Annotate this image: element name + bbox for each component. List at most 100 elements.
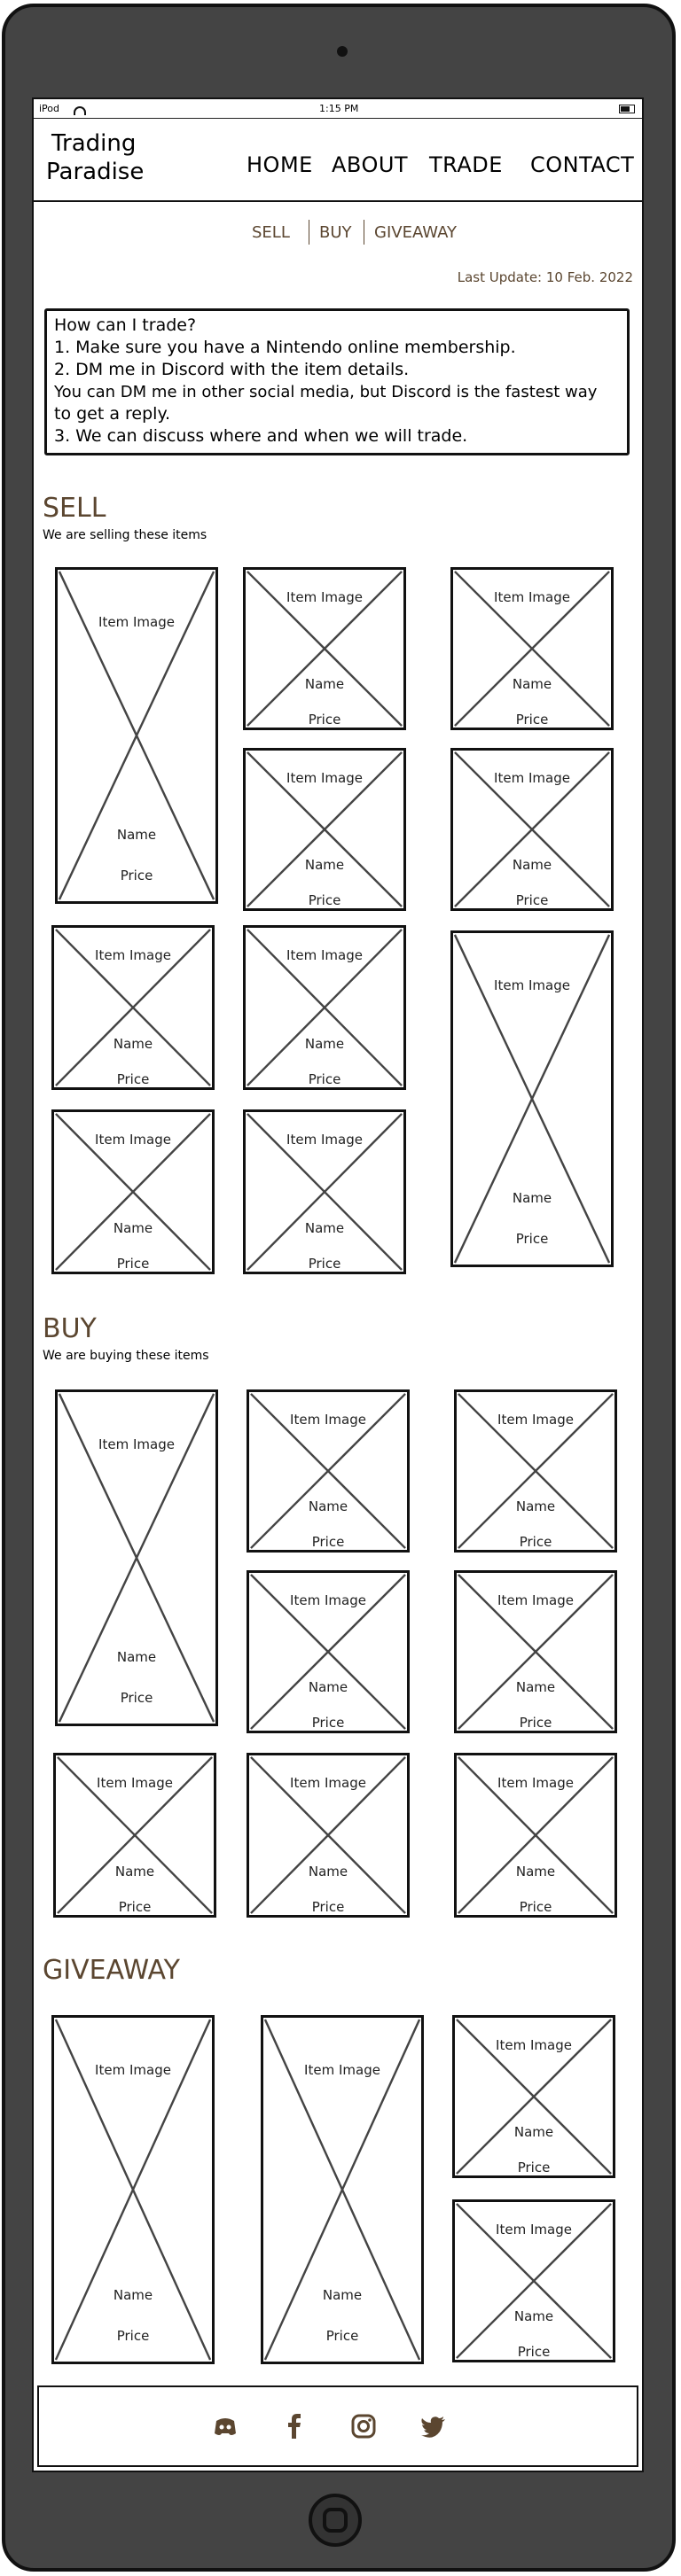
buy-subtitle: We are buying these items bbox=[43, 1349, 209, 1363]
item-card[interactable]: Item Image Name Price bbox=[51, 925, 215, 1090]
status-time: 1:15 PM bbox=[319, 103, 359, 114]
battery-icon bbox=[619, 105, 635, 113]
item-image-label: Item Image bbox=[494, 589, 570, 605]
item-card[interactable]: Item Image Name Price bbox=[452, 2015, 615, 2178]
item-image-label: Item Image bbox=[98, 614, 175, 630]
item-image-label: Item Image bbox=[95, 1132, 171, 1148]
subnav-buy[interactable]: BUY bbox=[319, 223, 352, 242]
item-name-label: Name bbox=[513, 2308, 554, 2324]
item-name-label: Name bbox=[308, 1498, 348, 1514]
item-card[interactable]: Item Image Name Price bbox=[450, 567, 614, 730]
giveaway-title: GIVEAWAY bbox=[43, 1955, 180, 1986]
facebook-icon[interactable] bbox=[280, 2412, 309, 2440]
item-card[interactable]: Item Image Name Price bbox=[243, 1109, 406, 1274]
image-placeholder-icon bbox=[456, 2019, 612, 2175]
item-image-label: Item Image bbox=[286, 1132, 363, 1148]
item-name-label: Name bbox=[116, 827, 157, 843]
item-image-label: Item Image bbox=[286, 770, 363, 786]
item-price-label: Price bbox=[116, 1071, 150, 1087]
item-card[interactable]: Item Image Name Price bbox=[247, 1570, 410, 1733]
nav-home[interactable]: HOME bbox=[247, 152, 313, 177]
item-image-label: Item Image bbox=[497, 1412, 574, 1428]
item-card[interactable]: Item Image Name Price bbox=[452, 2199, 615, 2362]
item-card[interactable]: Item Image Name Price bbox=[454, 1753, 617, 1918]
item-price-label: Price bbox=[311, 1715, 345, 1731]
item-price-label: Price bbox=[118, 1899, 152, 1915]
nav-contact[interactable]: CONTACT bbox=[530, 152, 635, 177]
info-line: How can I trade? bbox=[54, 315, 197, 335]
item-name-label: Name bbox=[308, 1864, 348, 1879]
image-placeholder-icon bbox=[58, 571, 215, 900]
item-image-label: Item Image bbox=[290, 1592, 366, 1608]
item-name-label: Name bbox=[513, 2124, 554, 2140]
image-placeholder-icon bbox=[57, 1756, 213, 1914]
item-card[interactable]: Item Image Name Price bbox=[450, 930, 614, 1267]
info-line: 1. Make sure you have a Nintendo online … bbox=[54, 338, 516, 357]
item-image-label: Item Image bbox=[95, 2062, 171, 2078]
item-card[interactable]: Item Image Name Price bbox=[243, 748, 406, 911]
item-price-label: Price bbox=[517, 2160, 551, 2175]
item-card[interactable]: Item Image Name Price bbox=[454, 1570, 617, 1733]
item-price-label: Price bbox=[515, 892, 549, 908]
item-card[interactable]: Item Image Name Price bbox=[261, 2015, 424, 2364]
sell-subtitle: We are selling these items bbox=[43, 528, 207, 542]
item-card[interactable]: Item Image Name Price bbox=[247, 1753, 410, 1918]
nav-trade[interactable]: TRADE bbox=[429, 152, 503, 177]
item-card[interactable]: Item Image Name Price bbox=[243, 925, 406, 1090]
item-card[interactable]: Item Image Name Price bbox=[51, 2015, 215, 2364]
image-placeholder-icon bbox=[247, 1113, 403, 1271]
image-placeholder-icon bbox=[454, 571, 610, 727]
item-image-label: Item Image bbox=[286, 947, 363, 963]
item-price-label: Price bbox=[325, 2328, 359, 2344]
item-image-label: Item Image bbox=[290, 1775, 366, 1791]
item-image-label: Item Image bbox=[494, 770, 570, 786]
subnav-giveaway[interactable]: GIVEAWAY bbox=[374, 223, 457, 242]
item-price-label: Price bbox=[116, 2328, 150, 2344]
item-image-label: Item Image bbox=[497, 1775, 574, 1791]
item-price-label: Price bbox=[116, 1256, 150, 1272]
item-name-label: Name bbox=[308, 1679, 348, 1695]
nav-about[interactable]: ABOUT bbox=[332, 152, 409, 177]
discord-icon[interactable] bbox=[211, 2412, 239, 2440]
image-placeholder-icon bbox=[247, 571, 403, 727]
item-name-label: Name bbox=[515, 1864, 556, 1879]
twitter-icon[interactable] bbox=[419, 2412, 447, 2440]
item-card[interactable]: Item Image Name Price bbox=[51, 1109, 215, 1274]
item-card[interactable]: Item Image Name Price bbox=[450, 748, 614, 911]
info-line: 3. We can discuss where and when we will… bbox=[54, 426, 468, 446]
item-name-label: Name bbox=[304, 857, 345, 873]
item-price-label: Price bbox=[120, 1690, 153, 1706]
subnav-sell[interactable]: SELL bbox=[252, 223, 290, 242]
item-price-label: Price bbox=[519, 1715, 552, 1731]
item-card[interactable]: Item Image Name Price bbox=[55, 567, 218, 904]
item-card[interactable]: Item Image Name Price bbox=[55, 1389, 218, 1726]
item-image-label: Item Image bbox=[497, 1592, 574, 1608]
item-name-label: Name bbox=[304, 1220, 345, 1236]
logo[interactable]: Trading Paradise bbox=[46, 129, 144, 186]
logo-line1: Trading bbox=[51, 130, 137, 157]
status-bar: iPod 1:15 PM bbox=[34, 99, 642, 119]
item-image-label: Item Image bbox=[98, 1436, 175, 1452]
image-placeholder-icon bbox=[55, 1113, 211, 1271]
last-update: Last Update: 10 Feb. 2022 bbox=[457, 269, 633, 285]
info-line: to get a reply. bbox=[54, 404, 171, 424]
item-name-label: Name bbox=[304, 1036, 345, 1052]
item-card[interactable]: Item Image Name Price bbox=[53, 1753, 216, 1918]
instagram-icon[interactable] bbox=[349, 2412, 378, 2440]
item-name-label: Name bbox=[114, 1864, 155, 1879]
image-placeholder-icon bbox=[263, 2019, 421, 2361]
footer bbox=[37, 2385, 638, 2467]
item-price-label: Price bbox=[515, 1231, 549, 1247]
item-name-label: Name bbox=[512, 676, 552, 692]
item-name-label: Name bbox=[512, 1190, 552, 1206]
home-button[interactable] bbox=[309, 2494, 362, 2547]
item-price-label: Price bbox=[308, 1071, 341, 1087]
item-card[interactable]: Item Image Name Price bbox=[454, 1389, 617, 1553]
image-placeholder-icon bbox=[250, 1756, 406, 1914]
item-price-label: Price bbox=[519, 1534, 552, 1550]
image-placeholder-icon bbox=[247, 751, 403, 907]
item-card[interactable]: Item Image Name Price bbox=[247, 1389, 410, 1553]
item-card[interactable]: Item Image Name Price bbox=[243, 567, 406, 730]
image-placeholder-icon bbox=[54, 2019, 212, 2361]
screen: iPod 1:15 PM Trading Paradise HOME ABOUT… bbox=[32, 97, 644, 2472]
